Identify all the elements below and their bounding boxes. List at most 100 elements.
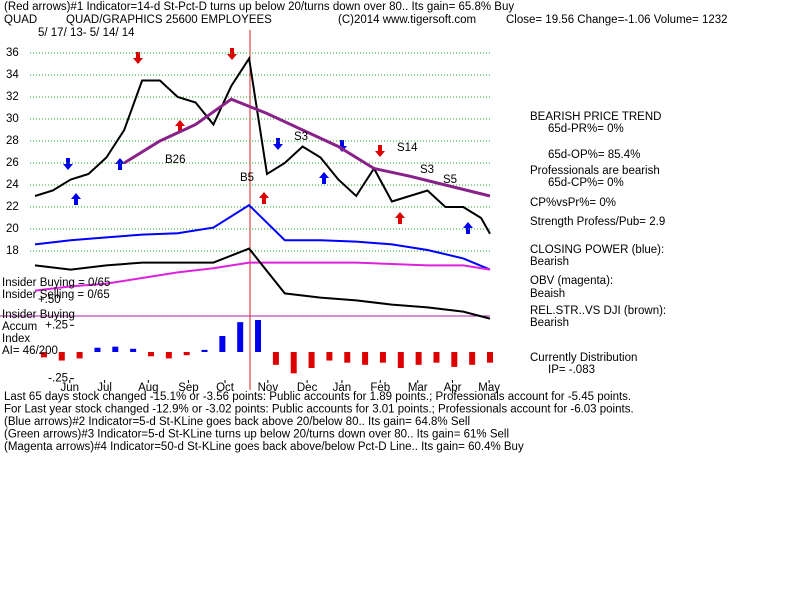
stat-label: 65d-PR%= 0% (548, 123, 624, 135)
arrow (175, 120, 185, 132)
arrow (71, 193, 81, 205)
stat-label: Professionals are bearish (530, 165, 660, 177)
series-line (34, 261, 491, 292)
y-tick-label: 30 (6, 113, 19, 125)
bar (165, 352, 172, 359)
arrow (259, 192, 269, 204)
y-tick-label: 36 (6, 47, 19, 59)
bar (308, 352, 315, 368)
y-tick-label: 26 (6, 157, 19, 169)
bar (237, 322, 244, 352)
panel-label: AI= 46/200 (2, 345, 58, 357)
bar (290, 352, 297, 374)
bar (487, 352, 493, 363)
stat-label: Strength Profess/Pub= 2.9 (530, 216, 665, 228)
y-tick-label: 18 (6, 245, 19, 257)
arrow (115, 158, 125, 170)
x-tick-label: Feb (370, 382, 390, 394)
arrow (133, 52, 143, 64)
bar (201, 349, 208, 352)
y-tick-label: +.25 (45, 319, 68, 331)
y-tick-label: 20 (6, 223, 19, 235)
y-tick-label: 34 (6, 69, 19, 81)
bar (40, 352, 47, 358)
series-line (34, 203, 491, 271)
x-tick-label: Jul (97, 382, 112, 394)
arrows (63, 48, 473, 234)
x-tick-label: Dec (297, 382, 318, 394)
arrow (319, 172, 329, 184)
bar (379, 352, 386, 363)
stat-label: Bearish (530, 317, 569, 329)
bar (415, 352, 422, 365)
bar (433, 352, 440, 363)
quote: Close= 19.56 Change=-1.06 Volume= 1232 (506, 14, 728, 26)
annotation: B26 (165, 154, 185, 166)
bar (344, 352, 351, 363)
header-line: (Red arrows)#1 Indicator=14-d St-Pct-D t… (4, 1, 514, 13)
x-tick-label: Sep (178, 382, 198, 394)
panel-label: +.50 (38, 294, 61, 306)
bar (469, 352, 476, 365)
bar (255, 320, 262, 352)
annotation: S3 (420, 164, 434, 176)
stat-label: 65d-CP%= 0% (548, 177, 624, 189)
series-line (34, 55, 491, 235)
y-tick-label: 32 (6, 91, 19, 103)
annotation: S5 (443, 174, 457, 186)
bar (219, 336, 226, 352)
x-tick-label: Aug (138, 382, 158, 394)
bar (94, 347, 101, 352)
arrow (463, 222, 473, 234)
stat-label: REL.STR..VS DJI (brown): (530, 305, 666, 317)
stat-label: OBV (magenta): (530, 275, 613, 287)
panel-label: Insider Selling = 0/65 (2, 289, 110, 301)
x-tick-label: Jun (61, 382, 80, 394)
copyright: (C)2014 www.tigersoft.com (338, 14, 476, 26)
bar (76, 352, 83, 359)
stat-label: Bearish (530, 256, 569, 268)
y-tick-label: 22 (6, 201, 19, 213)
arrow (273, 138, 283, 150)
y-tick-label: -.25 (48, 373, 68, 385)
y-tick-label: 28 (6, 135, 19, 147)
annotation: B5 (240, 172, 254, 184)
bar (362, 352, 369, 365)
x-tick-label: Apr (444, 382, 462, 394)
stat-label: BEARISH PRICE TREND (530, 111, 661, 123)
stat-label: CLOSING POWER (blue): (530, 244, 664, 256)
footer-line: (Green arrows)#3 Indicator=5-d St-KLine … (4, 429, 509, 441)
arrow (227, 48, 237, 60)
annotation: S3 (294, 131, 308, 143)
x-tick-label: May (478, 382, 500, 394)
stat-label: CP%vsPr%= 0% (530, 197, 616, 209)
annotation: S14 (397, 142, 418, 154)
symbol: QUAD (4, 14, 37, 26)
footer-line: Last 65 days stock changed -15.1% or -3.… (4, 391, 631, 403)
bar (147, 352, 154, 357)
panel-label: Insider Buying = 0/65 (2, 277, 110, 289)
date-range: 5/ 17/ 13- 5/ 14/ 14 (38, 27, 135, 39)
footer-line: For Last year stock changed -12.9% or -3… (4, 404, 634, 416)
arrow (375, 145, 385, 157)
arrow (63, 158, 73, 170)
panel-label: Index (2, 333, 30, 345)
bar (58, 352, 65, 361)
bar (272, 352, 279, 365)
panel-label: Accum (2, 321, 37, 333)
arrow (395, 212, 405, 224)
footer-line: (Blue arrows)#2 Indicator=5-d St-KLine g… (4, 416, 470, 428)
bar (112, 346, 119, 352)
footer-line: (Magenta arrows)#4 Indicator=50-d St-KLi… (4, 441, 524, 453)
bar (183, 352, 190, 356)
x-tick-label: Mar (408, 382, 428, 394)
stat-label: Currently Distribution (530, 352, 637, 364)
y-tick-label: 24 (6, 179, 19, 191)
company: QUAD/GRAPHICS 25600 EMPLOYEES (66, 14, 272, 26)
x-tick-label: Nov (258, 382, 279, 394)
bar (130, 348, 137, 352)
bar (451, 352, 458, 367)
